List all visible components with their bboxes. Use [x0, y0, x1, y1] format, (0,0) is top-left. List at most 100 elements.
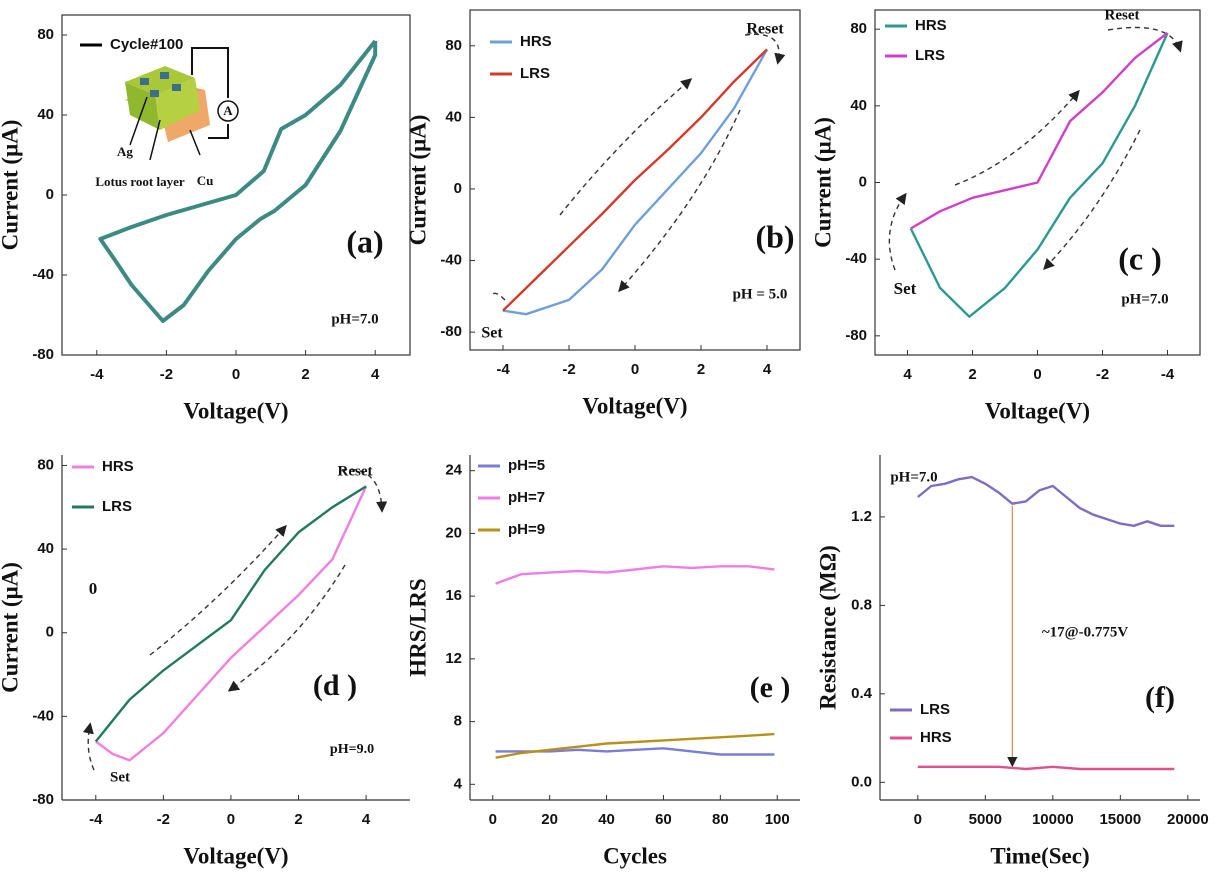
y-tick-label: 80 [37, 26, 54, 43]
x-tick-label: 10000 [1032, 811, 1074, 828]
series-line [910, 32, 1169, 230]
y-tick-label: -80 [845, 327, 867, 344]
y-tick-label: 0.4 [851, 685, 873, 702]
x-tick-label: -2 [157, 811, 170, 828]
legend-label: pH=7 [508, 489, 545, 506]
y-tick-label: 0 [46, 186, 54, 203]
annotation: Set [894, 279, 917, 298]
x-tick-label: -4 [1161, 366, 1175, 383]
x-tick-label: 4 [763, 361, 772, 378]
x-tick-label: 40 [598, 811, 615, 828]
y-tick-label: 20 [445, 524, 462, 541]
y-tick-label: 0 [46, 624, 54, 641]
annotation: ~17@-0.775V [1042, 624, 1128, 640]
y-tick-label: -80 [440, 323, 462, 340]
x-tick-label: 4 [371, 366, 380, 383]
y-tick-label: 80 [37, 456, 54, 473]
y-tick-label: -40 [440, 251, 462, 268]
y-axis-label: Current (μA) [0, 120, 22, 251]
y-tick-label: 40 [445, 108, 462, 125]
y-tick-label: 0.8 [851, 596, 872, 613]
y-tick-label: 8 [454, 713, 462, 730]
y-tick-label: 0 [859, 173, 867, 190]
inset-label: Cu [197, 173, 214, 188]
x-axis-label: Voltage(V) [582, 393, 687, 418]
annotation: Set [481, 325, 503, 342]
y-axis-label: Current (μA) [810, 117, 835, 248]
legend-label: LRS [915, 47, 945, 64]
x-axis-label: Cycles [603, 843, 667, 868]
x-tick-label: 4 [362, 811, 371, 828]
legend-label: HRS [520, 33, 552, 50]
x-tick-label: -2 [1096, 366, 1109, 383]
x-axis-label: Voltage(V) [985, 398, 1090, 423]
legend-label: HRS [102, 458, 134, 475]
x-tick-label: 0 [232, 366, 240, 383]
y-tick-label: 1.2 [851, 508, 872, 525]
y-tick-label: 40 [37, 106, 54, 123]
panel-label: (e ) [750, 671, 791, 704]
inset-label: Ag [117, 144, 133, 159]
y-axis-label: HRS/LRS [405, 578, 430, 676]
annotation: Reset [1105, 7, 1140, 23]
direction-arrows [82, 26, 1183, 771]
panel-label: (d ) [313, 669, 357, 702]
legend-label: HRS [920, 729, 952, 746]
x-tick-label: 2 [301, 366, 309, 383]
y-axis-label: Current (μA) [405, 115, 430, 246]
annotation: pH=7.0 [1121, 291, 1168, 307]
y-tick-label: -40 [845, 250, 867, 267]
x-tick-label: 0 [631, 361, 639, 378]
series-line [98, 39, 378, 323]
annotation: Set [110, 769, 130, 785]
series-line [502, 48, 768, 312]
y-tick-label: 16 [445, 587, 462, 604]
x-tick-label: 100 [765, 811, 790, 828]
series-line [495, 565, 775, 585]
x-tick-label: 15000 [1099, 811, 1141, 828]
x-tick-label: 0 [489, 811, 497, 828]
device-inset [125, 47, 239, 161]
y-tick-label: 12 [445, 650, 462, 667]
annotation: Reset [338, 463, 373, 479]
panel-label: (a) [346, 223, 383, 259]
series-line [917, 475, 1175, 527]
y-tick-label: -80 [32, 346, 54, 363]
x-tick-label: 0 [1033, 366, 1041, 383]
x-tick-label: -4 [90, 366, 104, 383]
annotation: pH=7.0 [890, 469, 937, 485]
legend-label: LRS [920, 701, 950, 718]
y-tick-label: 4 [454, 775, 463, 792]
legend-label: pH=5 [508, 457, 545, 474]
x-axis-label: Voltage(V) [183, 843, 288, 868]
series-line [917, 765, 1175, 771]
y-axis-label: Resistance (MΩ) [815, 545, 840, 710]
series-line [495, 732, 775, 759]
x-tick-label: 20000 [1167, 811, 1209, 828]
x-tick-label: 60 [655, 811, 672, 828]
y-tick-label: 40 [37, 540, 54, 557]
x-tick-label: -4 [89, 811, 103, 828]
annotation: 0 [89, 579, 98, 598]
x-axis-label: Voltage(V) [183, 398, 288, 423]
x-tick-label: 5000 [969, 811, 1002, 828]
x-axis-label: Time(Sec) [990, 843, 1089, 868]
y-tick-label: 0 [454, 180, 462, 197]
x-tick-label: 80 [712, 811, 729, 828]
y-axis-label: Current (μA) [0, 562, 22, 693]
x-tick-label: 4 [903, 366, 912, 383]
legend-label: HRS [915, 17, 947, 34]
y-tick-label: -40 [32, 707, 54, 724]
inset-label: Lotus root layer [95, 174, 185, 189]
y-tick-label: 80 [445, 37, 462, 54]
annotation: pH=9.0 [330, 742, 374, 757]
x-tick-label: 0 [227, 811, 235, 828]
x-tick-label: -2 [160, 366, 173, 383]
legend-label: Cycle#100 [110, 36, 183, 53]
series-line [909, 32, 1169, 318]
legend-label: LRS [520, 65, 550, 82]
x-tick-label: 2 [697, 361, 705, 378]
y-tick-label: 24 [445, 462, 462, 479]
x-tick-label: 2 [294, 811, 302, 828]
